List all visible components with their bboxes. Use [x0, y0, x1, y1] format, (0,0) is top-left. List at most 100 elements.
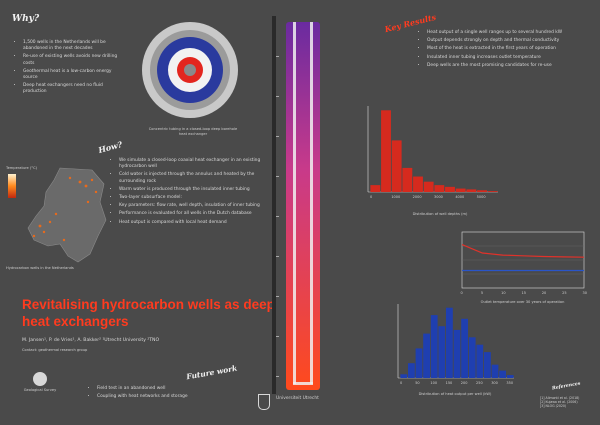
heat-output-histogram: 0 50 100 150 200 250 300 350: [397, 304, 514, 385]
result-item: Deep wells are the most promising candid…: [427, 63, 590, 69]
how-item: Performance is evaluated for all wells i…: [119, 211, 272, 217]
ring-core: [184, 64, 196, 76]
x-tick-label: 3000: [434, 195, 443, 199]
survey-logo: Geological Survey: [20, 372, 60, 406]
map-colorbar: [8, 174, 16, 198]
bar: [461, 318, 468, 378]
target-caption: Concentric tubing in a closed-loop deep …: [148, 127, 238, 136]
bar: [438, 326, 446, 378]
map-caption: Hydrocarbon wells in the Netherlands: [6, 266, 74, 270]
bar: [455, 188, 466, 192]
x-tick-label: 200: [461, 381, 468, 385]
inner-tube-bottom: [293, 382, 313, 385]
x-tick-label: 2000: [413, 195, 422, 199]
x-tick-label: 15: [522, 291, 526, 295]
logo-mark: [33, 372, 47, 386]
x-tick-label: 4000: [455, 195, 464, 199]
how-item: Two-layer subsurface model:: [119, 195, 272, 201]
ref-item: [3] NLOG (2020): [540, 404, 567, 408]
bar: [484, 352, 491, 378]
x-tick-label: 0: [400, 381, 402, 385]
how-heading: How?: [97, 139, 124, 155]
why-item: Geothermal heat is a low-carbon energy s…: [23, 69, 126, 81]
how-list: We simulate a closed-loop coaxial heat e…: [112, 158, 272, 228]
depth-histogram: 0 1000 2000 3000 4000 5000: [367, 106, 498, 199]
inner-tube-right: [310, 22, 313, 384]
logo-left-label: Geological Survey: [23, 388, 57, 392]
series-line: [461, 244, 585, 258]
hist2-caption: Distribution of heat output per well (kW…: [418, 392, 492, 396]
shield-icon: [258, 394, 270, 410]
refs-heading: References: [551, 381, 581, 392]
refs-list: [1] Alimonti et al. (2018) [2] Kujawa et…: [540, 396, 598, 408]
x-tick-label: 300: [491, 381, 498, 385]
why-list: 1,500 wells in the Netherlands will be a…: [16, 40, 126, 98]
bar: [466, 189, 477, 192]
x-tick-label: 0: [370, 195, 372, 199]
x-tick-label: 0: [461, 291, 463, 295]
concentric-pipe-figure: [142, 22, 238, 118]
how-item: Heat output is compared with local heat …: [119, 220, 272, 226]
well-column-figure: [272, 16, 320, 394]
authors-sub: Contact: geothermal research group: [22, 348, 88, 352]
bar: [446, 307, 453, 378]
how-item: We simulate a closed-loop coaxial heat e…: [119, 158, 272, 170]
well-outer: [286, 22, 320, 390]
bar: [413, 176, 423, 192]
results-list: Heat output of a single well ranges up t…: [420, 30, 590, 71]
authors: M. Jansen¹, P. de Vries¹, A. Bakker² ¹Ut…: [22, 338, 160, 343]
map-legend-title: Temperature (°C): [6, 166, 38, 170]
bar: [381, 110, 391, 192]
bar: [391, 140, 402, 192]
x-tick-label: 250: [476, 381, 483, 385]
bar: [434, 185, 445, 192]
x-tick-label: 1000: [391, 195, 400, 199]
x-tick-label: 20: [542, 291, 546, 295]
hist1-caption: Distribution of well depths (m): [412, 212, 468, 216]
result-item: Output depends strongly on depth and the…: [427, 38, 590, 44]
bar: [370, 185, 381, 192]
bar: [423, 333, 430, 378]
future-list: Field test in an abandoned well Coupling…: [90, 386, 240, 402]
x-tick-label: 350: [506, 381, 513, 385]
x-tick-label: 30: [583, 291, 587, 295]
how-item: Cold water is injected through the annul…: [119, 172, 272, 184]
ref-item: [1] Alimonti et al. (2018): [540, 396, 580, 400]
netherlands-map: [27, 167, 107, 263]
bar: [499, 370, 506, 378]
bar: [477, 190, 487, 192]
bar: [430, 315, 438, 378]
depth-axis: [272, 16, 276, 394]
why-heading: Why?: [12, 14, 40, 24]
x-tick-label: 150: [446, 381, 453, 385]
line-caption: Outlet temperature over 30 years of oper…: [480, 300, 565, 304]
future-item: Field test in an abandoned well: [97, 386, 240, 392]
result-item: Most of the heat is extracted in the fir…: [427, 46, 590, 52]
x-tick-label: 50: [415, 381, 419, 385]
depth-ticks: [276, 56, 279, 377]
how-item: Warm water is produced through the insul…: [119, 187, 272, 193]
bar: [453, 329, 461, 378]
x-tick-label: 100: [430, 381, 437, 385]
bar: [402, 167, 413, 192]
bar: [506, 375, 514, 378]
bar: [423, 181, 434, 192]
result-item: Insulated inner tubing increases outlet …: [427, 55, 590, 61]
temperature-line-chart: 0 5 10 15 20 25 30: [461, 231, 587, 295]
x-tick-label: 25: [562, 291, 566, 295]
x-tick-label: 10: [501, 291, 505, 295]
result-item: Heat output of a single well ranges up t…: [427, 30, 590, 36]
bar: [445, 186, 455, 192]
why-item: Re-use of existing wells avoids new dril…: [23, 54, 126, 66]
bar: [400, 374, 408, 378]
poster-title: Revitalising hydrocarbon wells as deep h…: [22, 297, 275, 329]
why-item: 1,500 wells in the Netherlands will be a…: [23, 40, 126, 52]
bar: [415, 348, 423, 378]
inner-tube-left: [293, 22, 296, 384]
x-tick-label: 5000: [477, 195, 486, 199]
bar: [487, 191, 498, 192]
why-item: Deep heat exchangers need no fluid produ…: [23, 83, 126, 95]
bar: [476, 344, 484, 378]
logo-right-label: Universiteit Utrecht: [276, 396, 319, 401]
bar: [491, 364, 499, 378]
